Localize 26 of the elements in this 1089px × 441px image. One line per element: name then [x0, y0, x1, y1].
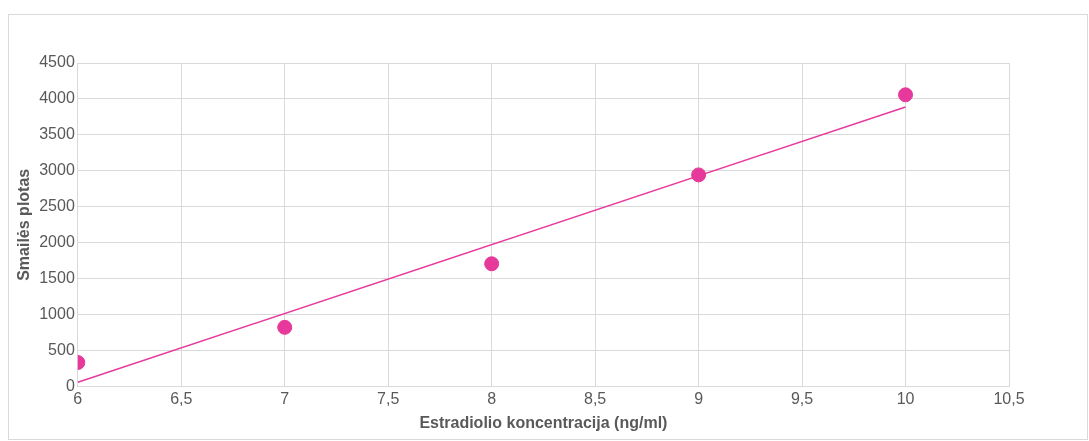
x-tick-label: 7,5 [377, 389, 400, 407]
y-tick-label: 500 [48, 341, 75, 359]
y-tick-label: 4500 [39, 53, 75, 71]
x-tick-label: 10,5 [993, 389, 1025, 407]
y-tick-label: 1000 [39, 305, 75, 323]
y-tick-label: 0 [65, 377, 75, 395]
y-tick-label: 3000 [39, 161, 75, 179]
x-tick-label: 6 [73, 389, 83, 407]
x-tick-label: 6,5 [170, 389, 193, 407]
point [898, 87, 914, 103]
y-tick-label: 2000 [39, 233, 75, 251]
x-tick-label: 8 [487, 389, 497, 407]
x-tick-label: 9 [694, 389, 704, 407]
x-tick-label: 8,5 [584, 389, 607, 407]
y-axis-title: Smailės plotas [15, 168, 33, 281]
x-axis-title: Estradiolio koncentracija (ng/ml) [419, 413, 668, 431]
point [691, 167, 707, 183]
y-tick-label: 2500 [39, 197, 75, 215]
y-tick-label: 3500 [39, 125, 75, 143]
x-tick-label: 7 [280, 389, 290, 407]
point [484, 256, 500, 272]
y-tick-label: 4000 [39, 89, 75, 107]
x-tick-label: 9,5 [790, 389, 814, 407]
point [277, 319, 293, 335]
y-tick-label: 1500 [39, 269, 75, 287]
x-tick-label: 10 [896, 389, 915, 407]
